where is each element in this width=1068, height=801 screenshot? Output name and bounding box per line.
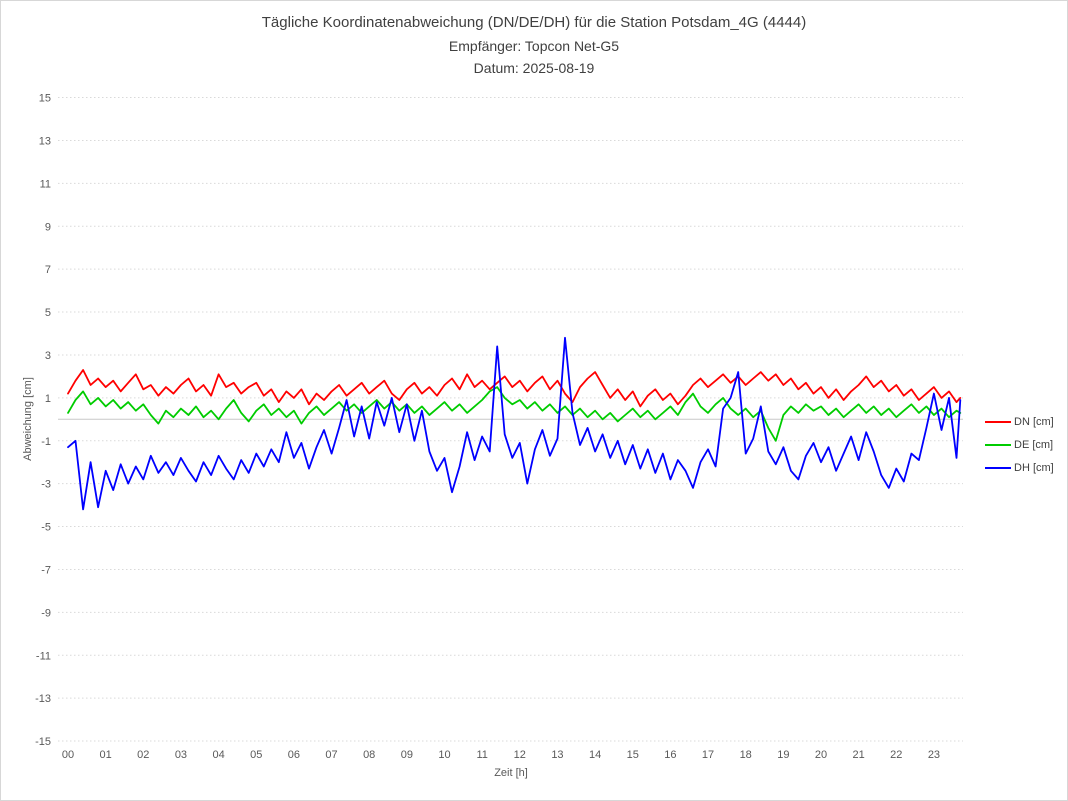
chart-subtitle-date: Datum: 2025-08-19 bbox=[473, 60, 595, 76]
chart-title: Tägliche Koordinatenabweichung (DN/DE/DH… bbox=[261, 14, 807, 31]
y-tick-label: 3 bbox=[45, 350, 51, 362]
legend-line-de-icon bbox=[985, 443, 1011, 446]
y-tick-label: 7 bbox=[45, 264, 51, 276]
x-tick-label: 01 bbox=[100, 749, 112, 761]
x-tick-label: 05 bbox=[250, 749, 262, 761]
y-tick-label: 1 bbox=[45, 393, 51, 405]
x-tick-label: 14 bbox=[589, 749, 601, 761]
x-tick-label: 18 bbox=[740, 749, 752, 761]
x-tick-label: 03 bbox=[175, 749, 187, 761]
x-tick-label: 13 bbox=[551, 749, 563, 761]
x-tick-label: 12 bbox=[514, 749, 526, 761]
legend-label-dn: DN [cm] bbox=[1014, 415, 1054, 428]
x-axis-title: Zeit [h] bbox=[494, 767, 528, 779]
legend: DN [cm] DE [cm] DH [cm] bbox=[985, 410, 1054, 479]
y-tick-label: -9 bbox=[41, 607, 51, 619]
y-tick-label: 11 bbox=[40, 178, 51, 190]
y-tick-label: 15 bbox=[39, 93, 51, 105]
x-tick-label: 23 bbox=[928, 749, 940, 761]
y-tick-label: -13 bbox=[35, 693, 51, 705]
series-line-dn bbox=[67, 369, 962, 408]
y-tick-label: -3 bbox=[41, 479, 51, 491]
x-tick-label: 07 bbox=[325, 749, 337, 761]
x-tick-label: 04 bbox=[212, 749, 224, 761]
legend-item-de: DE [cm] bbox=[985, 433, 1054, 456]
x-tick-label: 08 bbox=[363, 749, 375, 761]
y-tick-label: 5 bbox=[45, 307, 51, 319]
x-tick-label: 11 bbox=[476, 749, 487, 761]
y-tick-label: -7 bbox=[41, 564, 51, 576]
x-tick-label: 16 bbox=[664, 749, 676, 761]
y-tick-label: 13 bbox=[39, 135, 51, 147]
legend-label-dh: DH [cm] bbox=[1014, 461, 1054, 474]
x-tick-label: 02 bbox=[137, 749, 149, 761]
legend-label-de: DE [cm] bbox=[1014, 438, 1054, 451]
y-tick-label: -11 bbox=[36, 650, 51, 662]
legend-item-dh: DH [cm] bbox=[985, 456, 1054, 479]
x-tick-label: 21 bbox=[853, 749, 865, 761]
chart-subtitle-receiver: Empfänger: Topcon Net-G5 bbox=[448, 38, 620, 54]
x-tick-label: 00 bbox=[62, 749, 74, 761]
series-line-de bbox=[67, 386, 962, 442]
y-tick-label: -15 bbox=[35, 736, 51, 748]
y-tick-label: -1 bbox=[41, 436, 51, 448]
x-tick-label: 19 bbox=[777, 749, 789, 761]
x-tick-label: 10 bbox=[438, 749, 450, 761]
x-tick-label: 22 bbox=[890, 749, 902, 761]
x-tick-label: 15 bbox=[627, 749, 639, 761]
legend-line-dh-icon bbox=[985, 466, 1011, 469]
chart-title-block: Tägliche Koordinatenabweichung (DN/DE/DH… bbox=[1, 11, 1067, 79]
x-tick-label: 06 bbox=[288, 749, 300, 761]
legend-line-dn-icon bbox=[985, 420, 1011, 423]
y-tick-label: -5 bbox=[41, 522, 51, 534]
y-tick-label: 9 bbox=[45, 221, 51, 233]
series-line-dh bbox=[67, 336, 962, 511]
x-tick-label: 09 bbox=[401, 749, 413, 761]
x-tick-label: 20 bbox=[815, 749, 827, 761]
x-tick-label: 17 bbox=[702, 749, 714, 761]
legend-item-dn: DN [cm] bbox=[985, 410, 1054, 433]
